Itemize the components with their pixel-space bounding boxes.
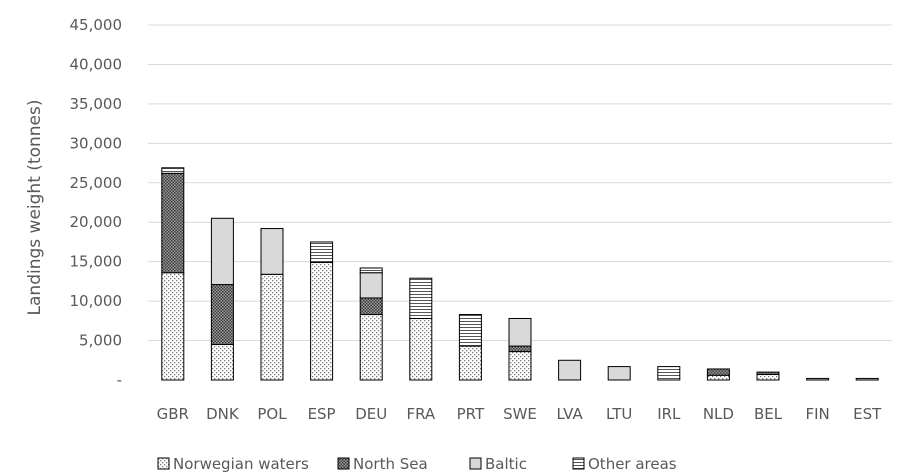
x-tick-label: PRT bbox=[457, 405, 485, 423]
y-tick-label: 40,000 bbox=[70, 55, 123, 73]
x-tick-label: EST bbox=[853, 405, 882, 423]
x-tick-label: LTU bbox=[606, 405, 632, 423]
x-tick-label: POL bbox=[257, 405, 287, 423]
x-tick-label: SWE bbox=[503, 405, 537, 423]
y-axis-ticks: - 5,000 10,000 15,000 20,000 25,000 30,000 35,0… bbox=[70, 16, 123, 389]
bar-segment bbox=[458, 345, 482, 381]
bar-segment bbox=[508, 345, 532, 353]
legend-swatch bbox=[337, 457, 350, 470]
gridlines bbox=[148, 24, 892, 342]
legend-swatch bbox=[157, 457, 170, 470]
bar-segment bbox=[260, 273, 284, 381]
y-tick-label: 10,000 bbox=[70, 292, 123, 310]
bar-segment bbox=[558, 359, 582, 381]
bar-segment bbox=[508, 351, 532, 381]
bar-segment bbox=[359, 267, 383, 274]
bar-segment bbox=[756, 371, 780, 375]
x-tick-label: LVA bbox=[556, 405, 583, 423]
y-tick-label: 20,000 bbox=[70, 213, 123, 231]
bar-segment bbox=[161, 172, 185, 274]
bar-segment bbox=[508, 317, 532, 347]
y-tick-label: 5,000 bbox=[79, 332, 122, 350]
x-tick-label: IRL bbox=[657, 405, 681, 423]
bar-segment bbox=[458, 314, 482, 347]
y-tick-label: 35,000 bbox=[70, 95, 123, 113]
bar-segment bbox=[409, 317, 433, 381]
x-tick-label: FIN bbox=[805, 405, 829, 423]
x-tick-label: GBR bbox=[157, 405, 189, 423]
bar-segment bbox=[607, 366, 631, 381]
bar-segment bbox=[855, 377, 879, 381]
bars bbox=[161, 167, 879, 381]
legend-label: Baltic bbox=[485, 455, 527, 473]
x-tick-label: FRA bbox=[406, 405, 435, 423]
legend-label: Norwegian waters bbox=[173, 455, 309, 473]
bar-segment bbox=[161, 272, 185, 381]
bar-segment bbox=[210, 217, 234, 286]
bar-segment bbox=[210, 284, 234, 345]
legend-label: Other areas bbox=[588, 455, 677, 473]
bar-segment bbox=[706, 374, 730, 381]
legend: Norwegian waters North Sea Baltic Other are… bbox=[157, 455, 677, 473]
bar-segment bbox=[706, 368, 730, 376]
bar-segment bbox=[806, 377, 830, 381]
bar-segment bbox=[409, 277, 433, 319]
bar-segment bbox=[161, 167, 185, 174]
y-tick-label: 30,000 bbox=[70, 134, 123, 152]
y-axis-title: Landings weight (tonnes) bbox=[25, 100, 45, 316]
bar-segment bbox=[359, 297, 383, 316]
bar-segment bbox=[260, 228, 284, 275]
bar-segment bbox=[657, 366, 681, 381]
x-axis-ticks: GBR DNK POL ESP DEU FRA PRT SWE LVA LTU IRL NLD BEL F… bbox=[157, 405, 882, 423]
y-tick-label: 45,000 bbox=[70, 16, 123, 34]
bar-segment bbox=[359, 272, 383, 299]
bar-segment bbox=[310, 261, 334, 381]
x-tick-label: DEU bbox=[355, 405, 387, 423]
bar-segment bbox=[756, 373, 780, 381]
legend-label: North Sea bbox=[353, 455, 428, 473]
legend-swatch bbox=[469, 457, 482, 470]
x-tick-label: ESP bbox=[308, 405, 336, 423]
legend-swatch bbox=[572, 457, 585, 470]
x-tick-label: BEL bbox=[754, 405, 783, 423]
bar-segment bbox=[310, 241, 334, 263]
bar-segment bbox=[210, 344, 234, 381]
x-tick-label: DNK bbox=[206, 405, 240, 423]
y-tick-label: 15,000 bbox=[70, 253, 123, 271]
y-tick-label: - bbox=[117, 371, 122, 389]
y-tick-label: 25,000 bbox=[70, 174, 123, 192]
x-tick-label: NLD bbox=[703, 405, 734, 423]
bar-segment bbox=[359, 314, 383, 381]
